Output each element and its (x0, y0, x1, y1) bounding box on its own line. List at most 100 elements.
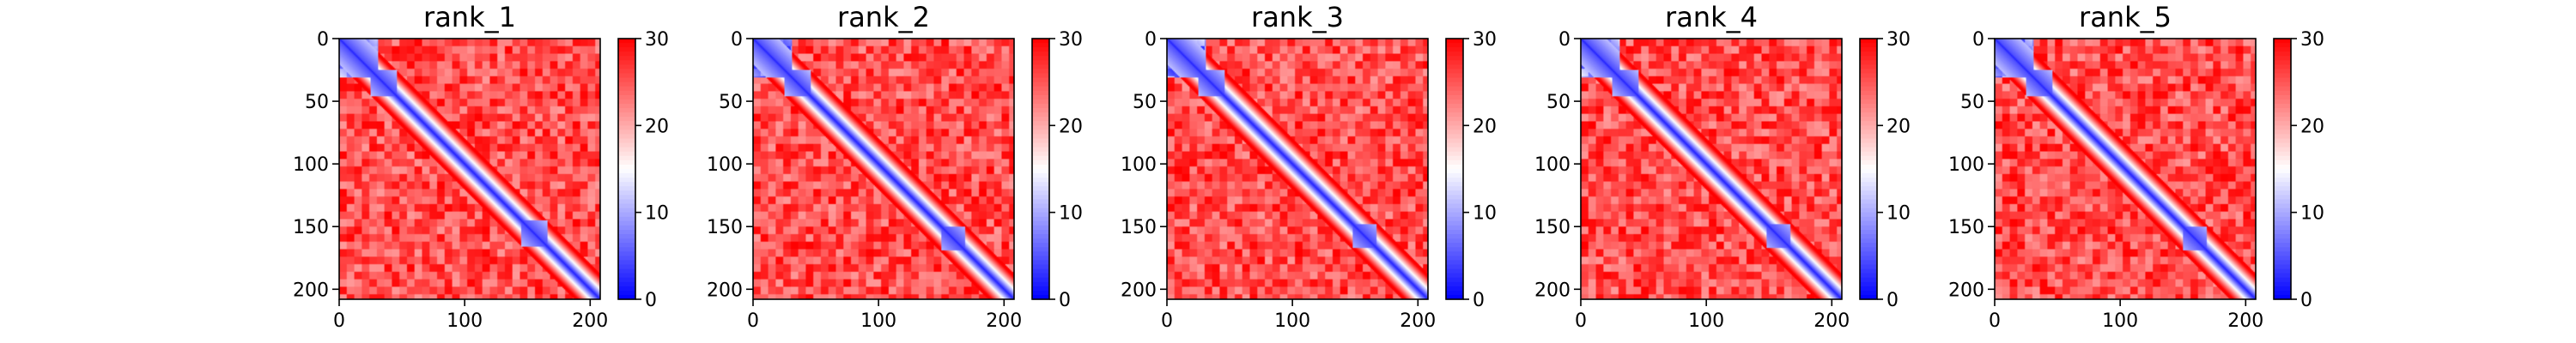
colorbar-segment (2274, 138, 2291, 144)
colorbar-tick-label: 20 (1059, 116, 1083, 137)
colorbar-segment (618, 225, 635, 231)
colorbar-segment (618, 220, 635, 226)
colorbar-segment (2274, 203, 2291, 209)
colorbar-segment (1860, 159, 1877, 165)
colorbar-segment (618, 186, 635, 191)
colorbar-segment (1446, 234, 1463, 239)
colorbar-segment (2274, 155, 2291, 161)
y-tick-label: 100 (1948, 154, 1984, 176)
colorbar-frame (617, 38, 636, 300)
colorbar-segment (618, 129, 635, 135)
colorbar-segment (1860, 238, 1877, 244)
colorbar-segment (1032, 51, 1049, 57)
panel-title: rank_2 (837, 1, 930, 33)
colorbar-segment (2274, 277, 2291, 283)
colorbar-tick-label: 10 (2300, 203, 2324, 225)
colorbar-segment (618, 251, 635, 256)
colorbar-segment (618, 51, 635, 57)
colorbar-segment (618, 199, 635, 205)
heatmap-image (1167, 39, 1428, 299)
colorbar-segment (618, 277, 635, 283)
colorbar-segment (1032, 129, 1049, 135)
colorbar-segment (1860, 169, 1877, 174)
colorbar-segment (2274, 212, 2291, 218)
colorbar-segment (1446, 264, 1463, 270)
colorbar-segment (1860, 273, 1877, 279)
colorbar-segment (2274, 190, 2291, 196)
colorbar-segment (1032, 121, 1049, 126)
colorbar-segment (1446, 251, 1463, 256)
colorbar-segment (1860, 178, 1877, 183)
panel-title: rank_5 (2079, 1, 2172, 33)
colorbar-segment (1446, 108, 1463, 113)
colorbar-tick-label: 10 (1886, 203, 1911, 225)
colorbar-segment (1032, 81, 1049, 87)
colorbar-segment (1446, 169, 1463, 174)
colorbar-segment (1860, 199, 1877, 205)
colorbar-segment (1446, 99, 1463, 105)
colorbar-segment (1446, 212, 1463, 218)
colorbar-segment (618, 238, 635, 244)
x-tick-label: 100 (860, 310, 896, 332)
colorbar-segment (1860, 208, 1877, 214)
colorbar-segment (1860, 190, 1877, 196)
colorbar-segment (1032, 195, 1049, 201)
colorbar-segment (2274, 247, 2291, 252)
x-tick-label: 0 (1161, 310, 1173, 332)
colorbar-segment (1446, 159, 1463, 165)
colorbar-segment (2274, 216, 2291, 222)
colorbar-segment (1860, 216, 1877, 222)
colorbar-segment (1860, 90, 1877, 96)
colorbar-segment (1446, 73, 1463, 79)
colorbar-segment (1032, 256, 1049, 261)
colorbar-segment (618, 94, 635, 100)
colorbar-segment (1446, 277, 1463, 283)
colorbar-segment (618, 47, 635, 52)
y-tick-label: 50 (1546, 92, 1571, 113)
colorbar-segment (1032, 147, 1049, 153)
colorbar-segment (2274, 104, 2291, 109)
colorbar-segment (1032, 234, 1049, 239)
y-tick-label: 150 (1121, 217, 1157, 238)
colorbar-segment (1860, 138, 1877, 144)
colorbar-segment (1446, 39, 1463, 44)
colorbar-segment (1032, 247, 1049, 252)
colorbar-tick-label: 10 (645, 203, 669, 225)
colorbar-segment (618, 43, 635, 48)
colorbar-segment (1860, 39, 1877, 44)
colorbar-segment (1446, 164, 1463, 170)
colorbar-segment (618, 86, 635, 92)
colorbar-segment (2274, 112, 2291, 117)
y-tick-label: 200 (1948, 280, 1984, 301)
colorbar-segment (1032, 251, 1049, 256)
x-tick-label: 200 (1814, 310, 1850, 332)
colorbar-tick-label: 0 (1059, 290, 1071, 311)
y-tick-label: 150 (1948, 217, 1984, 238)
colorbar-segment (1860, 186, 1877, 191)
colorbar-tick-label: 20 (645, 116, 669, 137)
colorbar-segment (1446, 178, 1463, 183)
colorbar-tick-label: 20 (1473, 116, 1497, 137)
colorbar-segment (1032, 190, 1049, 196)
colorbar-segment (2274, 86, 2291, 92)
colorbar-segment (1032, 173, 1049, 178)
colorbar-segment (618, 125, 635, 130)
colorbar-segment (1860, 251, 1877, 256)
colorbar-segment (1446, 220, 1463, 226)
colorbar-tick-label: 30 (1059, 29, 1083, 51)
colorbar-segment (618, 212, 635, 218)
colorbar-segment (1860, 47, 1877, 52)
colorbar-segment (618, 216, 635, 222)
colorbar-segment (2274, 117, 2291, 122)
colorbar-segment (1032, 77, 1049, 83)
colorbar-segment (618, 281, 635, 287)
colorbar-segment (618, 99, 635, 105)
colorbar-segment (1860, 264, 1877, 270)
colorbar: 0 10 20 30 (1031, 29, 1083, 311)
colorbar-segment (1032, 229, 1049, 235)
colorbar-segment (618, 56, 635, 61)
colorbar-segment (1860, 77, 1877, 83)
